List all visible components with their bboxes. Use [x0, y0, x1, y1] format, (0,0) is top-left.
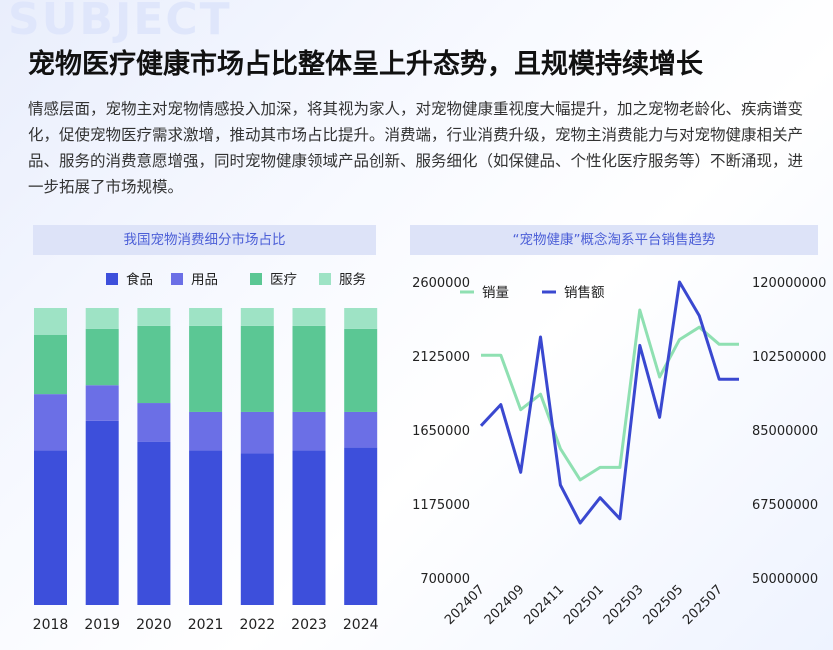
series-line: [479, 280, 739, 525]
stacked-bar-chart: 食品 用品 医疗 服务 2018 2019 2020 2021 2022 2023 2024: [33, 271, 379, 633]
right-y-tick-label: 120000000: [752, 276, 826, 291]
bar-segment: [344, 411, 378, 448]
x-tick-label: 202507: [680, 582, 726, 628]
left-y-tick-label: 2125000: [412, 350, 470, 365]
legend-label: 用品: [191, 272, 218, 288]
bar-segment: [137, 308, 171, 326]
bar-segment: [292, 411, 326, 451]
x-tick-label: 2024: [343, 617, 379, 633]
right-chart-title: “宠物健康”概念淘系平台销售趋势: [410, 225, 818, 255]
bar-segment: [34, 334, 67, 395]
bar-segment: [137, 441, 171, 605]
bar-segment: [240, 453, 274, 605]
x-tick-label: 2020: [136, 617, 172, 633]
bar-segment: [344, 447, 378, 605]
bar-segment: [344, 308, 378, 329]
left-chart-title: 我国宠物消费细分市场占比: [33, 225, 376, 255]
legend-item: 服务: [319, 272, 366, 288]
bar-segment: [85, 328, 119, 386]
legend-label: 食品: [126, 271, 153, 288]
right-y-tick-label: 50000000: [752, 572, 818, 587]
x-tick-label: 2018: [33, 617, 69, 633]
description-paragraph: 情感层面，宠物主对宠物情感投入加深，将其视为家人，对宠物健康重视度大幅提升，加之…: [28, 100, 804, 196]
legend-swatch: [106, 273, 118, 285]
page-title: 宠物医疗健康市场占比整体呈上升态势，且规模持续增长: [28, 49, 703, 80]
x-tick-label: 2022: [239, 617, 275, 633]
left-y-tick-label: 2600000: [412, 276, 470, 291]
x-tick-label: 202503: [601, 582, 647, 628]
x-tick-label: 202409: [482, 582, 528, 628]
x-tick-label: 2019: [84, 617, 120, 633]
bar-segment: [344, 328, 378, 412]
right-y-tick-label: 102500000: [752, 350, 826, 365]
bar-segment: [189, 411, 223, 451]
bar-segment: [85, 308, 119, 329]
legend-label: 服务: [339, 272, 366, 288]
legend-label: 销量: [482, 285, 509, 301]
legend-item: 销量: [460, 285, 509, 301]
bar-segment: [85, 420, 119, 605]
legend-item: 销售额: [542, 285, 605, 301]
bar-segment: [292, 325, 326, 412]
bar-segment: [240, 325, 274, 412]
bar-segment: [137, 403, 171, 442]
bar-segment: [85, 385, 119, 421]
dual-axis-line-chart: 2600000 2125000 1650000 1175000 700000 120000…: [412, 276, 826, 628]
left-y-tick-label: 1650000: [412, 424, 470, 439]
bar-segment: [292, 450, 326, 605]
right-y-tick-label: 67500000: [752, 498, 818, 513]
legend-item: 用品: [171, 272, 218, 288]
legend-swatch: [250, 273, 262, 285]
x-tick-label: 2023: [291, 617, 327, 633]
legend-label: 销售额: [564, 285, 605, 301]
bar-segment: [34, 308, 67, 335]
bar-segment: [189, 450, 223, 605]
series-line: [481, 308, 739, 482]
bar-segment: [34, 394, 67, 451]
watermark: SUBJECT: [8, 0, 232, 45]
x-tick-label: 202501: [561, 582, 607, 628]
bar-segment: [34, 450, 67, 605]
bar-segment: [137, 325, 171, 404]
legend-item: 医疗: [250, 272, 297, 288]
bar-segment: [189, 308, 223, 326]
legend-swatch: [171, 273, 183, 285]
x-tick-label: 2021: [188, 617, 224, 633]
legend-swatch: [319, 273, 331, 285]
left-y-tick-label: 1175000: [412, 498, 470, 513]
legend-label: 医疗: [270, 272, 297, 288]
x-tick-label: 202505: [641, 582, 687, 628]
bar-segment: [292, 308, 326, 326]
bar-segment: [189, 325, 223, 412]
bar-segment: [240, 308, 274, 326]
legend-item: 食品: [106, 271, 153, 288]
bar-segment: [240, 411, 274, 454]
x-tick-label: 202407: [442, 582, 488, 628]
left-y-tick-label: 700000: [420, 572, 470, 587]
right-y-tick-label: 85000000: [752, 424, 818, 439]
x-tick-label: 202411: [522, 582, 568, 628]
